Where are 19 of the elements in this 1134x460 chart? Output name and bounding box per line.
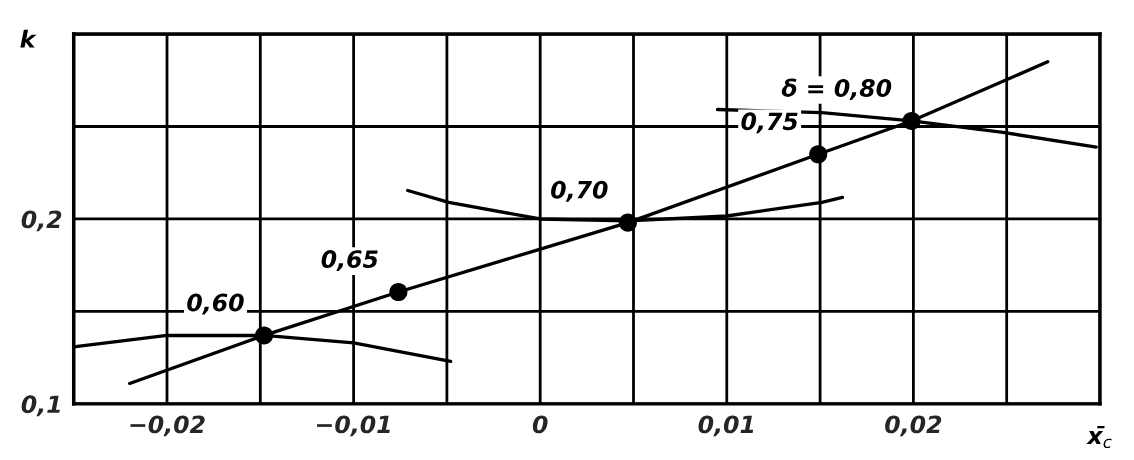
- annotation: 0,60: [187, 293, 244, 315]
- x-tick-label: −0,02: [130, 415, 205, 437]
- annotation: δ = 0,80: [781, 78, 892, 100]
- point: [254, 326, 274, 345]
- y-axis-title: k: [20, 29, 37, 48]
- point: [618, 213, 637, 232]
- x-tick-label: 0,01: [698, 415, 754, 437]
- x-tick-label: 0: [532, 415, 548, 434]
- annotation: 0,70: [551, 180, 608, 202]
- annotation: 0,75: [741, 112, 798, 134]
- y-tick-label: 0,1: [21, 395, 60, 417]
- x-axis-title: x̄$_{c}$: [1086, 426, 1112, 449]
- annotation: 0,65: [321, 250, 378, 271]
- x-tick-label: 0,02: [885, 415, 942, 437]
- y-tick-label: 0,2: [21, 210, 62, 232]
- point: [902, 111, 921, 131]
- x-tick-label: −0,01: [317, 415, 390, 437]
- point: [809, 145, 828, 164]
- point: [389, 282, 408, 302]
